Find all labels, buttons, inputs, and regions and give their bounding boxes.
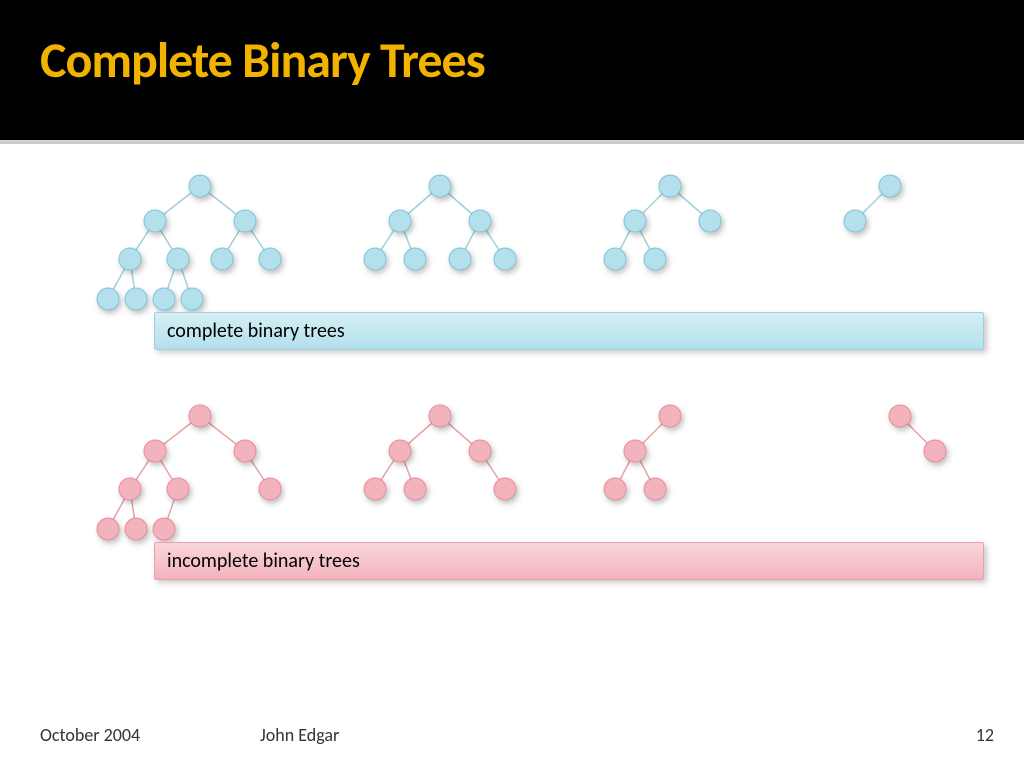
tree-node <box>644 248 666 270</box>
tree-node <box>167 478 189 500</box>
tree-node <box>429 175 451 197</box>
tree-node <box>389 210 411 232</box>
tree-node <box>699 210 721 232</box>
tree-node <box>144 210 166 232</box>
slide-header: Complete Binary Trees <box>0 0 1024 140</box>
tree-node <box>404 248 426 270</box>
incomplete-label: incomplete binary trees <box>154 542 984 580</box>
tree-node <box>449 248 471 270</box>
tree-node <box>97 518 119 540</box>
tree-node <box>494 478 516 500</box>
tree-node <box>889 405 911 427</box>
tree-node <box>429 405 451 427</box>
tree-node <box>494 248 516 270</box>
tree-node <box>604 248 626 270</box>
tree-node <box>659 175 681 197</box>
tree-node <box>604 478 626 500</box>
tree-node <box>259 248 281 270</box>
slide-title: Complete Binary Trees <box>40 30 984 91</box>
tree-node <box>469 440 491 462</box>
complete-label: complete binary trees <box>154 312 984 350</box>
tree-node <box>119 478 141 500</box>
slide: Complete Binary Trees complete binary tr… <box>0 0 1024 768</box>
tree-node <box>924 440 946 462</box>
tree-node <box>624 210 646 232</box>
tree-node <box>125 288 147 310</box>
tree-node <box>844 210 866 232</box>
tree-node <box>259 478 281 500</box>
tree-node <box>469 210 491 232</box>
tree-node <box>119 248 141 270</box>
footer-page: 12 <box>976 724 994 746</box>
tree-node <box>879 175 901 197</box>
tree-node <box>189 405 211 427</box>
tree-node <box>167 248 189 270</box>
tree-node <box>153 288 175 310</box>
tree-node <box>364 248 386 270</box>
tree-node <box>125 518 147 540</box>
incomplete-label-text: incomplete binary trees <box>167 549 360 573</box>
tree-node <box>659 405 681 427</box>
tree-node <box>234 210 256 232</box>
tree-node <box>644 478 666 500</box>
tree-node <box>389 440 411 462</box>
tree-node <box>234 440 256 462</box>
tree-node <box>144 440 166 462</box>
slide-content: complete binary trees incomplete binary … <box>0 144 1024 669</box>
tree-node <box>404 478 426 500</box>
footer-author: John Edgar <box>260 724 339 746</box>
tree-node <box>189 175 211 197</box>
footer: October 2004 John Edgar 12 <box>0 724 1024 748</box>
complete-label-text: complete binary trees <box>167 319 345 343</box>
tree-node <box>153 518 175 540</box>
tree-node <box>624 440 646 462</box>
tree-node <box>181 288 203 310</box>
tree-node <box>97 288 119 310</box>
tree-node <box>364 478 386 500</box>
tree-node <box>211 248 233 270</box>
footer-date: October 2004 <box>40 724 140 746</box>
